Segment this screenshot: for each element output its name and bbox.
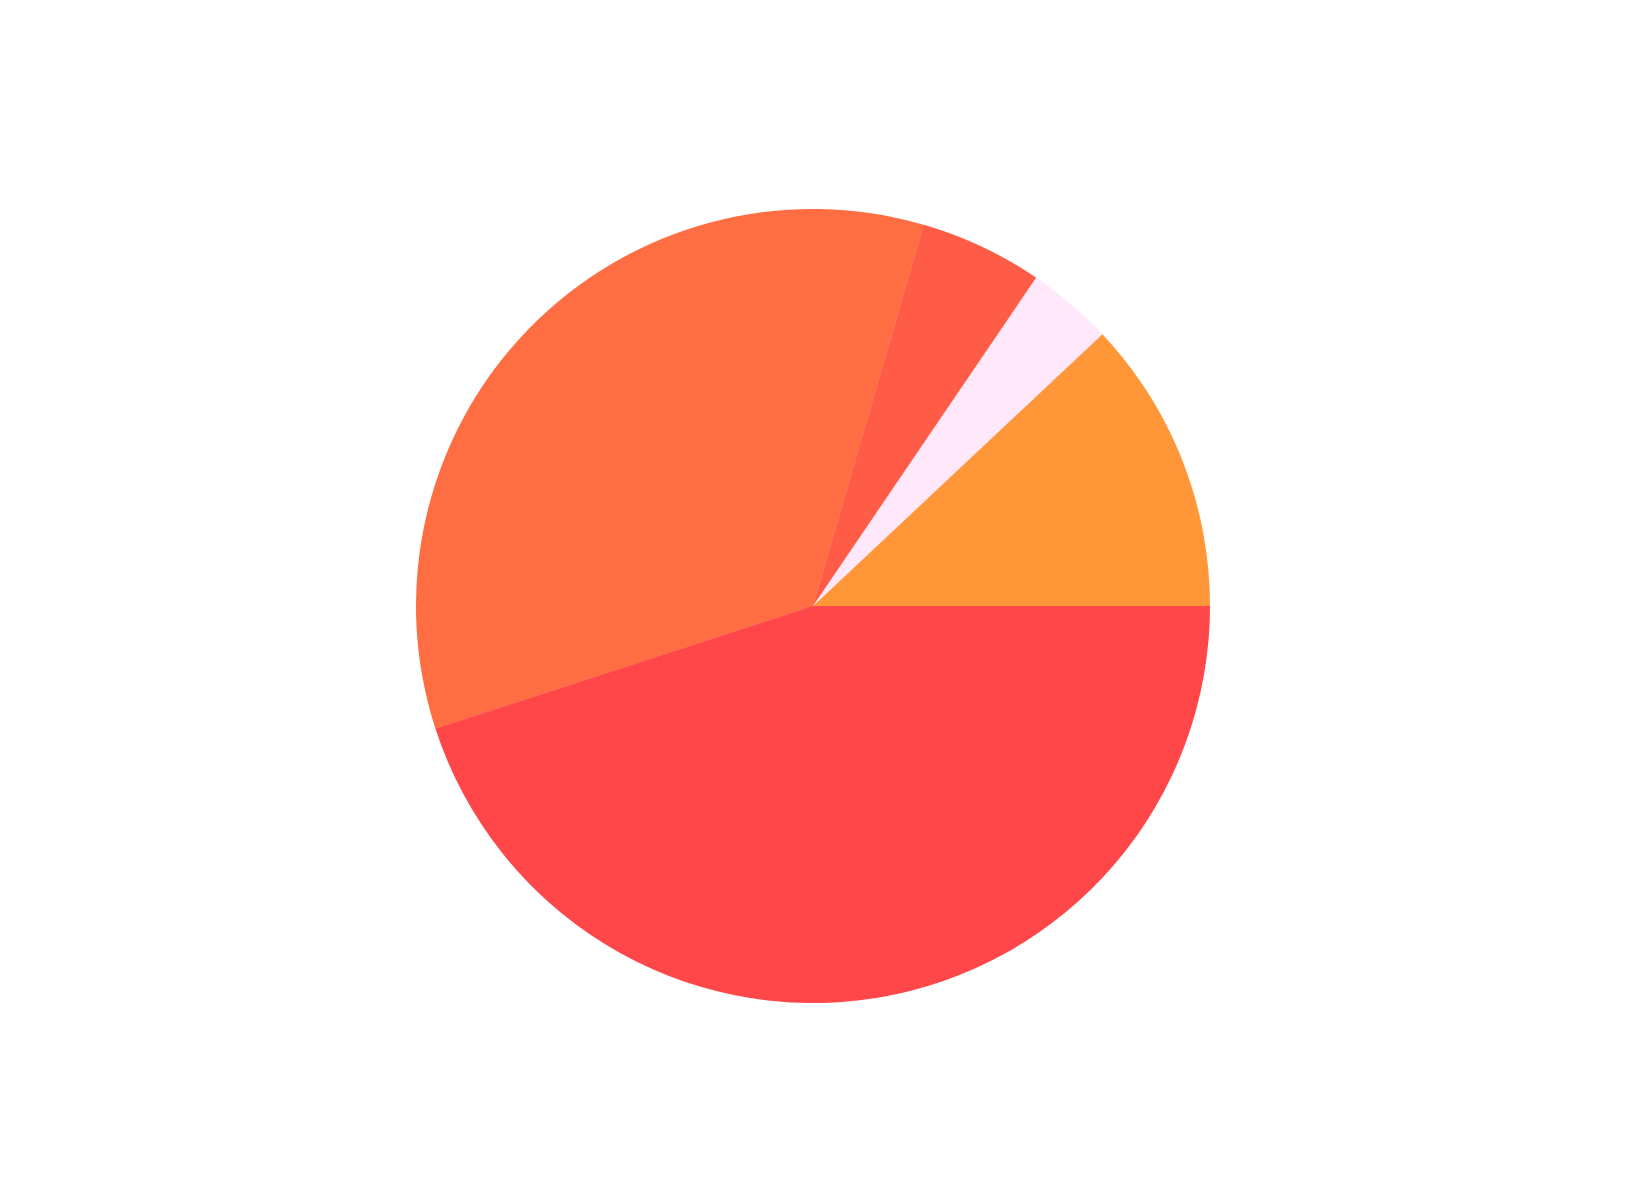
- pie-slice-2: [813, 277, 1103, 606]
- pie-slice-5: [435, 606, 1210, 1004]
- pie-slice-1: [813, 334, 1210, 606]
- pie-slices: [415, 208, 1210, 1004]
- pie-slice-4: [415, 208, 924, 729]
- pie-slice-3: [813, 224, 1037, 606]
